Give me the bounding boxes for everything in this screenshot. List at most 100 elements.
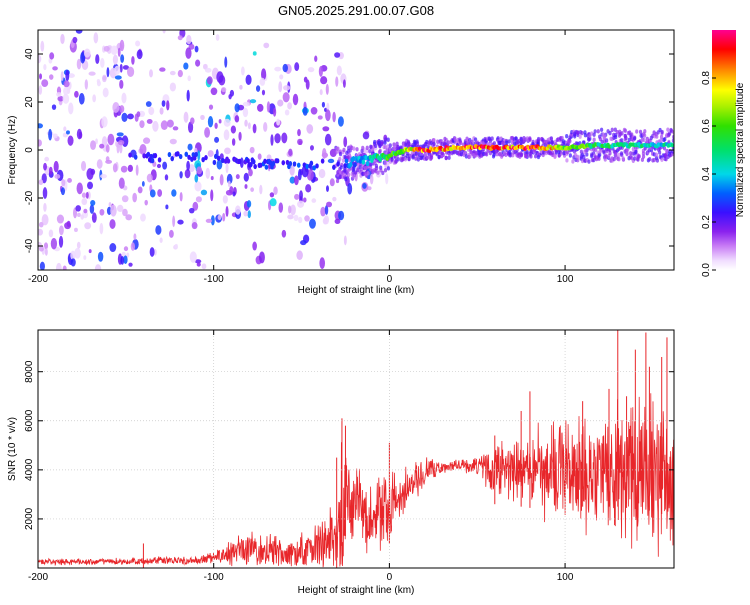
noise-speckle	[252, 51, 257, 56]
noise-speckle	[311, 198, 317, 203]
ridge-halo	[655, 158, 660, 163]
noise-speckle	[55, 262, 62, 270]
noise-speckle	[137, 186, 143, 194]
noise-speckle	[337, 116, 344, 127]
noise-speckle	[216, 159, 223, 170]
ridge-halo	[368, 149, 372, 154]
noise-speckle	[155, 225, 162, 235]
noise-speckle	[67, 135, 74, 146]
noise-speckle	[146, 173, 153, 183]
noise-speckle	[261, 68, 267, 81]
ridge-halo	[612, 156, 616, 162]
snr-x-tick-label: -200	[28, 572, 48, 583]
ridge-halo	[385, 148, 389, 153]
ridge-halo	[353, 170, 358, 175]
noise-speckle	[239, 84, 243, 90]
noise-speckle	[207, 116, 214, 128]
noise-speckle	[144, 199, 148, 206]
noise-speckle	[102, 87, 109, 98]
noise-speckle	[186, 34, 192, 45]
snr-y-axis-label: SNR (10 * v/v)	[7, 417, 18, 481]
noise-speckle	[54, 174, 61, 179]
ridge-halo	[641, 154, 646, 159]
ridge-halo	[416, 157, 420, 162]
noise-speckle	[52, 66, 58, 71]
colorbar-tick-label: 0.2	[701, 215, 712, 229]
noise-speckle	[289, 165, 295, 176]
ridge-halo	[444, 155, 448, 161]
ridge-point	[302, 162, 307, 168]
ridge-point	[263, 158, 267, 164]
noise-speckle	[235, 205, 241, 215]
ridge-halo	[338, 156, 342, 162]
ridge-point	[167, 151, 172, 158]
noise-speckle	[136, 111, 141, 118]
noise-speckle	[145, 101, 152, 107]
noise-speckle	[245, 74, 252, 86]
ridge-halo	[335, 178, 340, 184]
noise-speckle	[92, 94, 97, 103]
noise-speckle	[195, 59, 201, 67]
noise-speckle	[41, 173, 47, 184]
noise-speckle	[222, 194, 228, 204]
ridge-halo	[403, 157, 408, 162]
ridge-halo	[376, 170, 380, 175]
noise-speckle	[58, 225, 64, 236]
ridge-halo	[625, 148, 629, 154]
ridge-halo	[365, 145, 369, 151]
noise-speckle	[38, 228, 44, 236]
ridge-point	[249, 161, 253, 168]
noise-speckle	[80, 214, 84, 220]
noise-speckle	[89, 204, 95, 214]
noise-speckle	[200, 189, 208, 196]
noise-speckle	[127, 164, 133, 173]
noise-speckle	[38, 54, 42, 64]
ridge-halo	[411, 154, 415, 159]
ridge-halo	[447, 140, 451, 145]
ridge-halo	[338, 151, 343, 157]
noise-speckle	[282, 63, 288, 73]
noise-speckle	[43, 242, 49, 250]
ridge-halo	[432, 141, 436, 146]
spectrogram-x-tick-label: 100	[557, 274, 574, 285]
ridge-halo	[634, 149, 638, 155]
ridge-halo	[381, 170, 385, 176]
ridge-halo	[380, 141, 384, 146]
ridge-halo	[669, 127, 673, 133]
ridge-point	[275, 158, 280, 164]
noise-speckle	[72, 36, 78, 44]
noise-speckle	[184, 168, 191, 179]
ridge-halo	[580, 130, 584, 136]
noise-speckle	[335, 76, 339, 87]
ridge-point	[312, 165, 316, 171]
noise-speckle	[284, 109, 290, 116]
ridge-point	[305, 163, 309, 170]
spectrogram-x-tick-label: 0	[387, 274, 393, 285]
noise-speckle	[238, 131, 242, 141]
ridge-halo	[568, 153, 572, 158]
ridge-halo	[617, 157, 621, 162]
ridge-halo	[664, 157, 668, 162]
noise-speckle	[87, 181, 94, 190]
ridge-point	[351, 155, 356, 162]
ridge-halo	[642, 137, 646, 143]
ridge-halo	[560, 135, 564, 141]
ridge-halo	[620, 138, 624, 143]
ridge-halo	[373, 139, 377, 145]
noise-speckle	[225, 206, 229, 217]
noise-speckle	[223, 129, 230, 141]
ridge-point	[149, 153, 153, 160]
colorbar-label: Normalized spectral amplitude	[735, 82, 746, 217]
ridge-halo	[453, 136, 457, 141]
noise-speckle	[290, 204, 296, 216]
ridge-halo	[468, 154, 472, 159]
noise-speckle	[75, 205, 82, 212]
noise-speckle	[298, 216, 303, 224]
noise-speckle	[42, 187, 48, 199]
ridge-point	[176, 151, 180, 157]
noise-speckle	[257, 153, 262, 160]
noise-speckle	[242, 101, 250, 107]
noise-speckle	[48, 166, 53, 175]
ridge-halo	[525, 149, 529, 155]
noise-speckle	[99, 143, 105, 149]
